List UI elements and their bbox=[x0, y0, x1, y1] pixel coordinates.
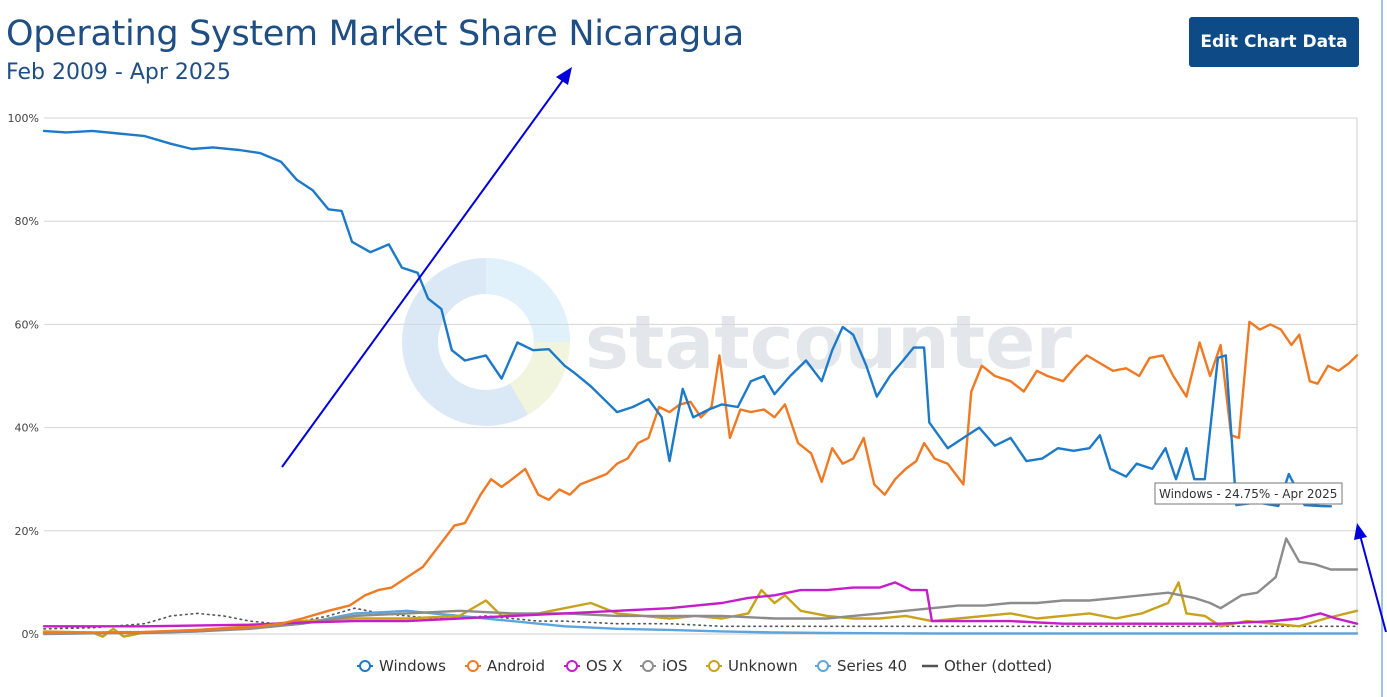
series-line-android bbox=[42, 320, 1359, 635]
annotation-arrow-head-2 bbox=[1354, 523, 1367, 540]
legend-label: Android bbox=[487, 657, 545, 675]
y-tick-label: 80% bbox=[15, 215, 39, 228]
y-tick-label: 40% bbox=[15, 422, 39, 435]
y-tick-label: 0% bbox=[22, 628, 39, 641]
y-axis-ticks: 0% 20% 40% 60% 80% 100% bbox=[8, 112, 39, 641]
series-line-unknown bbox=[42, 581, 1359, 638]
statcounter-watermark: statcounter bbox=[402, 258, 1072, 426]
date-range-subtitle: Feb 2009 - Apr 2025 bbox=[6, 60, 231, 85]
tooltip-box bbox=[1154, 482, 1343, 505]
legend-item-windows[interactable]: Windows bbox=[357, 657, 446, 675]
series-layer bbox=[42, 129, 1359, 638]
page-title: Operating System Market Share Nicaragua bbox=[6, 14, 744, 54]
watermark-logo-arc-top bbox=[485, 258, 570, 343]
y-tick-label: 100% bbox=[8, 112, 39, 125]
legend-label: iOS bbox=[662, 657, 688, 675]
series-line-osx bbox=[42, 581, 1359, 628]
legend-marker bbox=[642, 660, 654, 672]
legend-item-ios[interactable]: iOS bbox=[640, 657, 688, 675]
legend-item-series40[interactable]: Series 40 bbox=[815, 657, 907, 675]
legend-marker bbox=[359, 660, 371, 672]
legend-label: OS X bbox=[586, 657, 622, 675]
annotation-arrow-line bbox=[281, 79, 564, 468]
legend-label: Windows bbox=[379, 657, 446, 675]
legend-item-unknown[interactable]: Unknown bbox=[706, 657, 798, 675]
watermark-text: statcounter bbox=[585, 300, 1072, 386]
y-tick-label: 20% bbox=[15, 525, 39, 538]
watermark-logo-arc-right bbox=[509, 341, 570, 415]
series-line-series40 bbox=[42, 609, 1359, 636]
chart-legend: Windows Android OS X iOS Unknown Series 40 Oth… bbox=[357, 657, 1052, 675]
data-tooltip: Windows - 24.75% - Apr 2025 bbox=[1154, 482, 1343, 505]
legend-label: Other (dotted) bbox=[944, 657, 1052, 675]
legend-marker bbox=[708, 660, 720, 672]
y-tick-label: 60% bbox=[15, 318, 39, 331]
edit-chart-data-button[interactable]: Edit Chart Data bbox=[1189, 17, 1359, 67]
tooltip-text: Windows - 24.75% - Apr 2025 bbox=[1159, 487, 1337, 501]
legend-item-other[interactable]: Other (dotted) bbox=[922, 657, 1052, 675]
series-line-windows bbox=[42, 129, 1332, 508]
annotation-arrow-head bbox=[556, 67, 572, 85]
series-line-ios bbox=[42, 537, 1359, 635]
legend-label: Series 40 bbox=[837, 657, 907, 675]
annotation-arrow-line-2 bbox=[1359, 534, 1387, 633]
legend-marker bbox=[467, 660, 479, 672]
scrollbar-edge bbox=[1381, 0, 1383, 697]
legend-item-osx[interactable]: OS X bbox=[564, 657, 622, 675]
series-line-other bbox=[43, 607, 1358, 630]
legend-marker bbox=[817, 660, 829, 672]
legend-item-android[interactable]: Android bbox=[465, 657, 545, 675]
legend-label: Unknown bbox=[728, 657, 798, 675]
legend-marker bbox=[566, 660, 578, 672]
annotation-arrows bbox=[281, 67, 1387, 633]
